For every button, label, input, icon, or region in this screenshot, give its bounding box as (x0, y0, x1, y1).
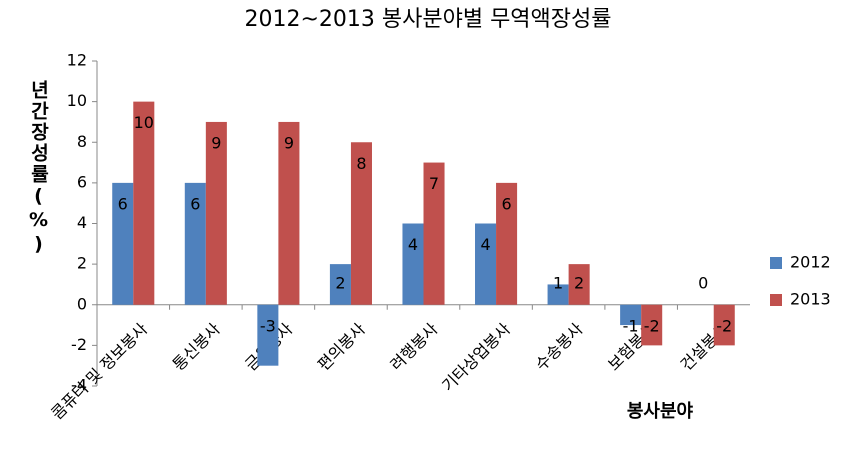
bar (205, 121, 227, 305)
bar (133, 101, 155, 305)
data-label: 4 (480, 235, 490, 254)
chart-title: 2012~2013 봉사분야별 무역액장성률 (244, 7, 611, 32)
y-tick-label: 0 (77, 294, 87, 313)
data-label: 2 (335, 273, 345, 292)
y-tick-label: 8 (77, 132, 87, 151)
bar (547, 284, 569, 305)
bar (402, 223, 424, 305)
y-tick-label: -2 (71, 335, 87, 354)
bar (568, 264, 590, 305)
data-label: 6 (190, 194, 200, 213)
y-tick-label: 6 (77, 172, 87, 191)
y-tick-label: 12 (67, 51, 87, 70)
data-label: 1 (553, 273, 563, 292)
data-label: 7 (429, 174, 439, 193)
data-label: -3 (260, 316, 276, 335)
data-label: 4 (408, 235, 418, 254)
legend-label: 2012 (790, 253, 831, 272)
data-label: 10 (134, 113, 154, 132)
bar (423, 162, 445, 305)
legend-label: 2013 (790, 290, 831, 309)
data-label: 9 (211, 133, 221, 152)
bar (475, 223, 497, 305)
legend-swatch (770, 294, 782, 306)
data-label: -2 (644, 316, 660, 335)
bar (713, 304, 735, 346)
data-label: 0 (698, 273, 708, 292)
legend-swatch (770, 257, 782, 269)
data-label: 6 (501, 194, 511, 213)
bar (329, 264, 351, 305)
data-label: -1 (623, 316, 639, 335)
data-label: 9 (284, 133, 294, 152)
y-tick-label: 10 (67, 91, 87, 110)
data-label: 6 (118, 194, 128, 213)
bar (257, 304, 279, 366)
y-axis-label: 년간장성률(%) (28, 80, 50, 257)
y-tick-label: 2 (77, 254, 87, 273)
bar (184, 182, 206, 305)
data-label: 8 (356, 154, 366, 173)
bar (350, 142, 372, 305)
y-tick-label: -4 (71, 376, 87, 395)
bar (620, 304, 642, 326)
bar (641, 304, 663, 346)
bar (278, 121, 300, 305)
data-label: 2 (574, 273, 584, 292)
x-axis-label: 봉사분야 (627, 401, 694, 422)
bar (112, 182, 134, 305)
data-label: -2 (716, 316, 732, 335)
bar (496, 182, 518, 305)
y-tick-label: 4 (77, 213, 87, 232)
